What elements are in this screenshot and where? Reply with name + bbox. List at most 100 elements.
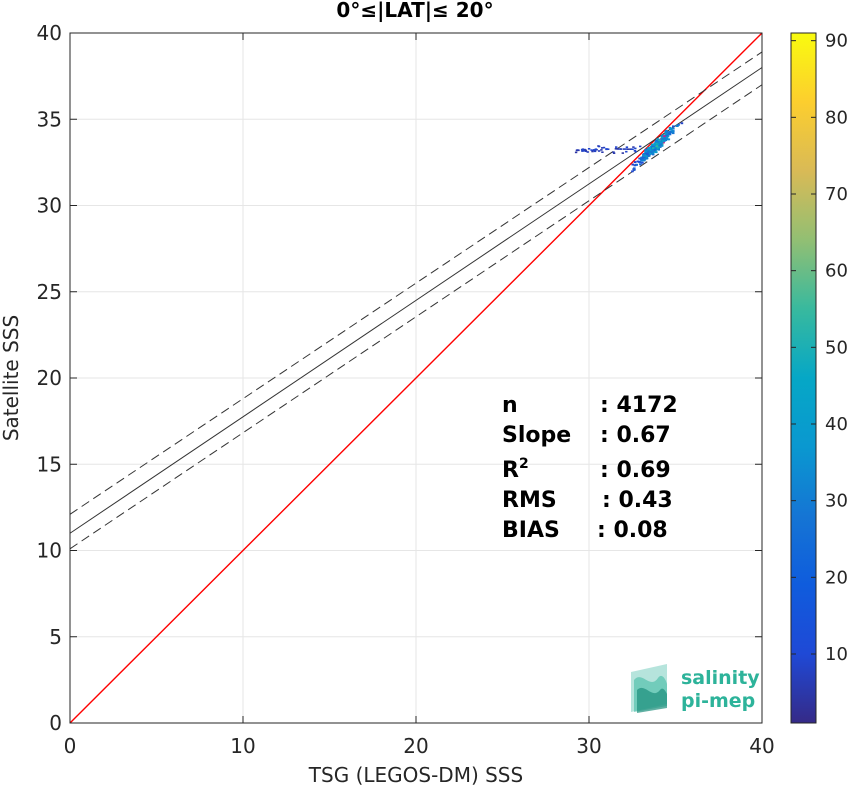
density-point: [653, 143, 656, 146]
axis-ticks: 0 10 20 30 40 0 5 10 15 20 25 30 35 40: [37, 21, 775, 758]
density-point: [646, 149, 649, 152]
density-point: [670, 128, 673, 131]
density-point: [643, 157, 647, 160]
density-point: [577, 149, 580, 152]
density-point: [616, 148, 619, 150]
density-point: [666, 132, 669, 135]
density-point: [653, 148, 657, 151]
density-point: [675, 124, 679, 127]
density-point: [625, 148, 628, 150]
density-point: [641, 161, 644, 164]
density-point: [663, 135, 666, 138]
x-axis-label: TSG (LEGOS-DM) SSS: [308, 763, 523, 787]
stat-label: Slope: [502, 423, 571, 448]
salinity-logo: salinity pi-mep: [631, 664, 760, 713]
density-point: [657, 148, 660, 151]
density-point: [638, 157, 641, 160]
stat-value: : 0.69: [600, 458, 671, 483]
density-point: [672, 127, 675, 130]
density-point: [658, 141, 661, 143]
y-tick-label: 30: [37, 194, 62, 218]
colorbar-tick-label: 90: [825, 31, 848, 52]
density-point: [655, 145, 658, 147]
density-point: [680, 122, 684, 125]
density-point: [581, 150, 584, 152]
stat-label: n: [502, 393, 518, 418]
x-tick-label: 30: [576, 734, 601, 758]
density-point: [656, 141, 660, 144]
density-point: [677, 123, 680, 126]
y-tick-label: 0: [49, 711, 62, 735]
density-point: [651, 149, 654, 152]
density-point: [625, 146, 629, 148]
density-point: [663, 137, 666, 140]
density-point: [633, 149, 637, 152]
y-tick-label: 20: [37, 366, 62, 390]
density-point: [605, 148, 608, 151]
y-tick-label: 35: [37, 107, 62, 131]
stat-value: : 0.67: [600, 423, 671, 448]
density-point: [649, 147, 653, 150]
density-point: [621, 152, 624, 154]
density-point: [639, 145, 642, 148]
density-point: [648, 148, 651, 150]
density-point: [631, 163, 635, 166]
density-point: [634, 150, 637, 153]
density-point: [646, 153, 649, 156]
density-point: [653, 150, 656, 153]
density-point: [653, 145, 656, 148]
stat-label: BIAS: [502, 518, 560, 543]
density-point: [667, 138, 671, 141]
density-point: [632, 146, 635, 148]
x-tick-label: 40: [749, 734, 774, 758]
density-point: [638, 161, 642, 164]
density-point: [642, 155, 646, 157]
density-point: [625, 150, 628, 153]
density-point: [650, 143, 654, 146]
density-point: [633, 161, 637, 163]
density-point: [597, 150, 601, 152]
y-tick-label: 5: [49, 625, 62, 649]
regression-line: [69, 67, 763, 534]
density-point: [653, 144, 657, 147]
density-point: [641, 156, 645, 159]
density-point: [647, 154, 651, 157]
density-point: [652, 147, 655, 149]
density-point: [633, 168, 636, 171]
density-point: [655, 140, 658, 143]
colorbar-tick-label: 40: [825, 414, 848, 435]
colorbar-tick-label: 80: [825, 107, 848, 128]
density-point: [656, 143, 659, 146]
density-point: [591, 150, 594, 153]
density-point: [655, 151, 658, 154]
density-point: [642, 153, 645, 156]
density-point: [659, 139, 662, 142]
density-point: [668, 131, 672, 133]
density-point: [657, 144, 661, 147]
x-tick-label: 0: [64, 734, 77, 758]
logo-line-2: pi-mep: [681, 690, 755, 712]
density-point: [659, 143, 662, 146]
density-point: [590, 149, 593, 151]
density-point: [671, 132, 675, 134]
colorbar-tick-label: 10: [825, 644, 848, 665]
density-point: [644, 149, 647, 152]
y-tick-label: 15: [37, 452, 62, 476]
density-point: [665, 134, 668, 137]
density-point: [672, 125, 675, 128]
density-point: [636, 160, 640, 163]
regression-lines: [69, 32, 763, 724]
density-cloud: [574, 122, 684, 173]
density-point: [668, 126, 672, 129]
density-point: [656, 138, 659, 141]
density-point: [629, 148, 632, 150]
density-point: [584, 150, 588, 152]
density-point: [601, 147, 604, 149]
density-point: [614, 148, 618, 150]
density-point: [586, 151, 589, 153]
plot-frame: [69, 32, 763, 724]
stat-value: : 0.08: [597, 518, 668, 543]
density-point: [662, 139, 666, 142]
density-point: [649, 151, 652, 153]
density-point: [656, 146, 660, 149]
